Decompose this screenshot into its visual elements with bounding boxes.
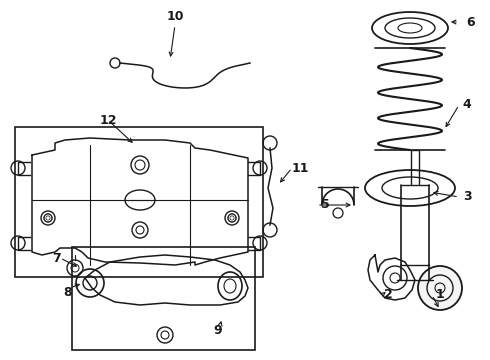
Text: 3: 3 <box>463 190 471 203</box>
Text: 1: 1 <box>436 288 444 302</box>
Text: 6: 6 <box>466 15 475 28</box>
Text: 2: 2 <box>384 288 392 302</box>
Text: 4: 4 <box>463 99 471 112</box>
Text: 8: 8 <box>64 285 73 298</box>
Text: 9: 9 <box>214 324 222 337</box>
Circle shape <box>418 266 462 310</box>
Bar <box>15 127 263 277</box>
Bar <box>72 247 255 350</box>
Text: 5: 5 <box>320 198 329 211</box>
Text: 11: 11 <box>291 162 309 175</box>
Text: 10: 10 <box>166 10 184 23</box>
Text: 12: 12 <box>99 113 117 126</box>
Text: 7: 7 <box>51 252 60 265</box>
